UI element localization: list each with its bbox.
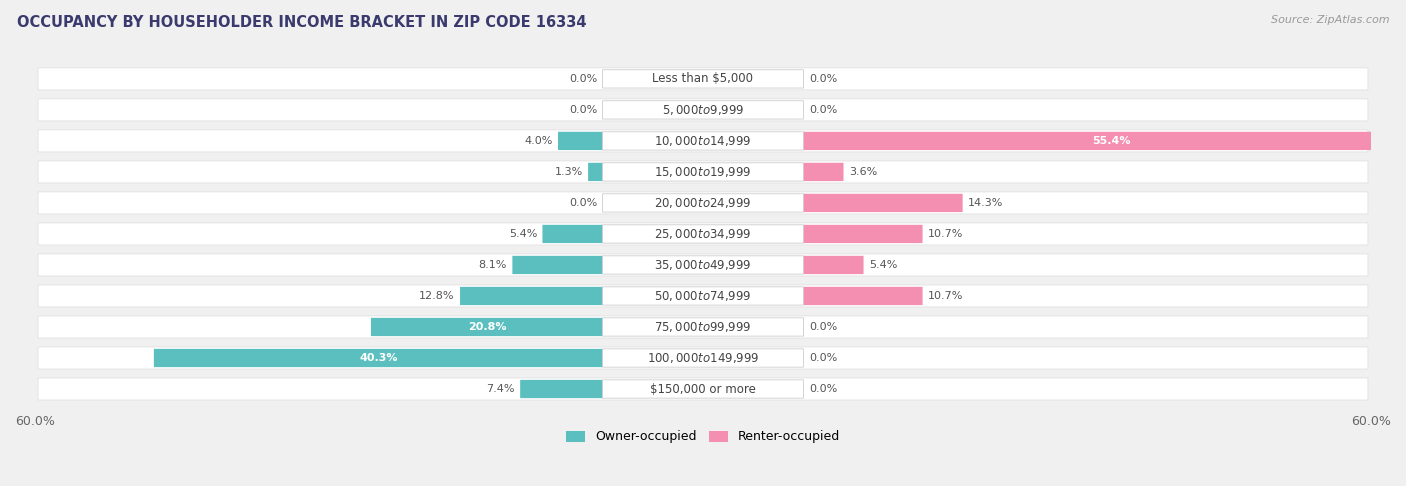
Text: 10.7%: 10.7% [928,229,963,239]
FancyBboxPatch shape [38,161,1368,183]
FancyBboxPatch shape [38,378,1368,400]
FancyBboxPatch shape [602,163,804,181]
FancyBboxPatch shape [602,225,804,243]
FancyBboxPatch shape [602,287,804,305]
Text: $35,000 to $49,999: $35,000 to $49,999 [654,258,752,272]
Text: $20,000 to $24,999: $20,000 to $24,999 [654,196,752,210]
Text: 40.3%: 40.3% [359,353,398,363]
Text: 5.4%: 5.4% [509,229,537,239]
Text: 10.7%: 10.7% [928,291,963,301]
FancyBboxPatch shape [602,318,804,336]
Text: 3.6%: 3.6% [849,167,877,177]
FancyBboxPatch shape [38,68,1368,90]
Text: Source: ZipAtlas.com: Source: ZipAtlas.com [1271,15,1389,25]
FancyBboxPatch shape [803,132,1406,150]
FancyBboxPatch shape [602,256,804,274]
FancyBboxPatch shape [602,101,804,119]
Text: $150,000 or more: $150,000 or more [650,382,756,396]
Text: OCCUPANCY BY HOUSEHOLDER INCOME BRACKET IN ZIP CODE 16334: OCCUPANCY BY HOUSEHOLDER INCOME BRACKET … [17,15,586,30]
Text: 0.0%: 0.0% [808,384,837,394]
FancyBboxPatch shape [512,256,603,274]
Text: Less than $5,000: Less than $5,000 [652,72,754,86]
Text: 14.3%: 14.3% [967,198,1004,208]
Text: 4.0%: 4.0% [524,136,553,146]
Text: 0.0%: 0.0% [808,322,837,332]
Text: $15,000 to $19,999: $15,000 to $19,999 [654,165,752,179]
Text: 12.8%: 12.8% [419,291,454,301]
FancyBboxPatch shape [460,287,603,305]
Text: 1.3%: 1.3% [554,167,582,177]
Text: 7.4%: 7.4% [486,384,515,394]
FancyBboxPatch shape [520,380,603,398]
Text: $5,000 to $9,999: $5,000 to $9,999 [662,103,744,117]
Text: $25,000 to $34,999: $25,000 to $34,999 [654,227,752,241]
FancyBboxPatch shape [38,285,1368,307]
Text: 0.0%: 0.0% [569,74,598,84]
Legend: Owner-occupied, Renter-occupied: Owner-occupied, Renter-occupied [561,425,845,449]
FancyBboxPatch shape [602,70,804,88]
Text: 0.0%: 0.0% [808,353,837,363]
FancyBboxPatch shape [38,347,1368,369]
FancyBboxPatch shape [803,163,844,181]
FancyBboxPatch shape [602,132,804,150]
FancyBboxPatch shape [803,287,922,305]
Text: $100,000 to $149,999: $100,000 to $149,999 [647,351,759,365]
Text: 0.0%: 0.0% [569,198,598,208]
FancyBboxPatch shape [371,318,603,336]
FancyBboxPatch shape [602,349,804,367]
Text: 0.0%: 0.0% [569,105,598,115]
Text: $10,000 to $14,999: $10,000 to $14,999 [654,134,752,148]
Text: $75,000 to $99,999: $75,000 to $99,999 [654,320,752,334]
FancyBboxPatch shape [38,130,1368,152]
Text: 0.0%: 0.0% [808,105,837,115]
FancyBboxPatch shape [38,192,1368,214]
FancyBboxPatch shape [38,99,1368,121]
FancyBboxPatch shape [803,256,863,274]
FancyBboxPatch shape [602,194,804,212]
Text: 55.4%: 55.4% [1092,136,1130,146]
Text: 20.8%: 20.8% [468,322,506,332]
Text: $50,000 to $74,999: $50,000 to $74,999 [654,289,752,303]
Text: 8.1%: 8.1% [478,260,508,270]
FancyBboxPatch shape [153,349,603,367]
FancyBboxPatch shape [558,132,603,150]
Text: 5.4%: 5.4% [869,260,897,270]
FancyBboxPatch shape [543,225,603,243]
FancyBboxPatch shape [803,225,922,243]
FancyBboxPatch shape [588,163,603,181]
FancyBboxPatch shape [38,316,1368,338]
FancyBboxPatch shape [38,254,1368,276]
FancyBboxPatch shape [803,194,963,212]
Text: 0.0%: 0.0% [808,74,837,84]
FancyBboxPatch shape [602,380,804,398]
FancyBboxPatch shape [38,223,1368,245]
